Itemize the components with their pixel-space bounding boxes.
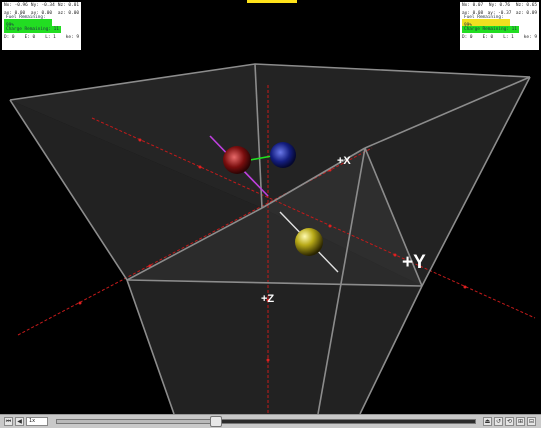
prev-frame-button[interactable]: ◀ (15, 417, 24, 426)
hud-right-ny: Ny: 0.76 (488, 3, 511, 8)
hud-left-fuel-label: Fuel Remaining: 99% (6, 15, 46, 28)
hud-left: Nx: -0.96 Ny: -0.34 Nz: 0.01 ax: 0.00 ay… (2, 2, 81, 50)
zoom-out-button[interactable]: ⊟ (527, 417, 536, 426)
hud-right-fuel-bar: Fuel Remaining: 99% (462, 15, 510, 28)
blue-ship[interactable] (270, 142, 296, 168)
hud-right-ay: ay: -0.37 (487, 11, 512, 16)
y-axis-label: +Y (402, 252, 426, 273)
hud-right: Nx: 0.07 Ny: 0.76 Nz: 0.65 ax: 0.08 ay: … (460, 2, 539, 50)
hud-right-charge-label: Charge Remaining: 11 (464, 26, 517, 32)
rewind-button[interactable]: ⟲ (505, 417, 514, 426)
hud-right-nz: Nz: 0.65 (515, 3, 537, 8)
box-edges (9, 63, 531, 414)
timeline-track[interactable] (56, 419, 476, 424)
axes (17, 85, 536, 414)
hud-right-ax: ax: 0.08 (462, 11, 484, 16)
hud-right-l: L: 1 (503, 34, 514, 40)
yellow-ball[interactable] (295, 228, 323, 256)
hud-left-ke: ke: 9 (65, 34, 79, 40)
hud-right-fuel-label: Fuel Remaining: 99% (464, 15, 504, 28)
link-line (249, 155, 273, 161)
hud-right-d: D: 0 (462, 34, 473, 40)
hud-left-ax: ax: 0.00 (4, 11, 26, 16)
zoom-in-button[interactable]: ⊞ (516, 417, 525, 426)
reload-button[interactable]: ↺ (494, 417, 503, 426)
first-frame-button[interactable]: ⏮ (4, 417, 13, 426)
hud-left-charge-label: Charge Remaining: 11 (6, 26, 59, 32)
hud-left-ay: ay: 0.00 (30, 11, 53, 16)
hud-left-nx: Nx: -0.96 (4, 3, 28, 8)
hud-left-d: D: 0 (4, 34, 15, 40)
hud-right-az: az: 0.09 (515, 11, 537, 16)
timeline-fill (57, 420, 216, 423)
timeline-thumb[interactable] (209, 416, 222, 427)
z-axis-label: +Z (261, 293, 274, 305)
hud-right-e: E: 0 (482, 34, 494, 40)
hud-right-charge-bar: Charge Remaining: 11 (462, 26, 519, 33)
x-axis-label: +X (337, 155, 351, 167)
playback-controls: ⏮ ◀ 1x ⏏ ↺ ⟲ ⊞ ⊟ (0, 414, 541, 428)
eject-button[interactable]: ⏏ (483, 417, 492, 426)
axis-ticks (78, 138, 467, 362)
top-indicator (247, 0, 297, 3)
hud-right-ke: ke: 9 (523, 34, 537, 40)
red-ship[interactable] (223, 146, 251, 174)
hud-left-fuel-bar: Fuel Remaining: 99% (4, 15, 52, 28)
speed-input[interactable]: 1x (26, 417, 48, 426)
hud-left-l: L: 1 (45, 34, 56, 40)
hud-left-e: E: 0 (24, 34, 36, 40)
hud-left-ny: Ny: -0.34 (30, 3, 55, 8)
hud-left-az: az: 0.00 (57, 11, 79, 16)
hud-left-nz: Nz: 0.01 (57, 3, 79, 8)
hud-left-charge-bar: Charge Remaining: 11 (4, 26, 61, 33)
game-viewport[interactable]: +X +Y +Z (0, 0, 541, 414)
hud-right-nx: Nx: 0.07 (462, 3, 484, 8)
